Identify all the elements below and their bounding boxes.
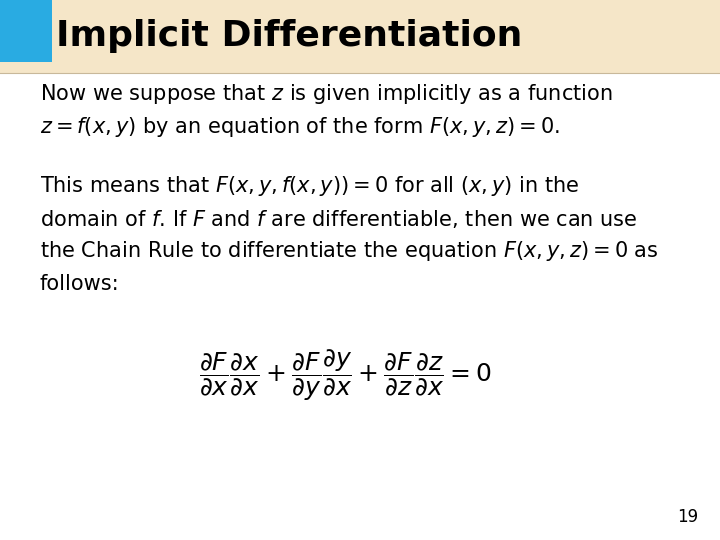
Text: Implicit Differentiation: Implicit Differentiation: [56, 19, 523, 53]
Text: domain of $f$. If $F$ and $f$ are differentiable, then we can use: domain of $f$. If $F$ and $f$ are differ…: [40, 208, 637, 230]
Text: This means that $F(x, y, f(x, y)) = 0$ for all $(x, y)$ in the: This means that $F(x, y, f(x, y)) = 0$ f…: [40, 174, 579, 198]
FancyBboxPatch shape: [0, 0, 52, 62]
Text: Now we suppose that $z$ is given implicitly as a function: Now we suppose that $z$ is given implici…: [40, 83, 613, 106]
FancyBboxPatch shape: [0, 0, 720, 73]
Text: follows:: follows:: [40, 273, 120, 294]
Text: 19: 19: [678, 509, 698, 526]
Text: the Chain Rule to differentiate the equation $F(x, y, z) = 0$ as: the Chain Rule to differentiate the equa…: [40, 239, 658, 263]
Text: $\dfrac{\partial F}{\partial x}\dfrac{\partial x}{\partial x} + \dfrac{\partial : $\dfrac{\partial F}{\partial x}\dfrac{\p…: [199, 347, 492, 403]
Text: $z = f(x, y)$ by an equation of the form $F(x, y, z) = 0$.: $z = f(x, y)$ by an equation of the form…: [40, 115, 559, 139]
